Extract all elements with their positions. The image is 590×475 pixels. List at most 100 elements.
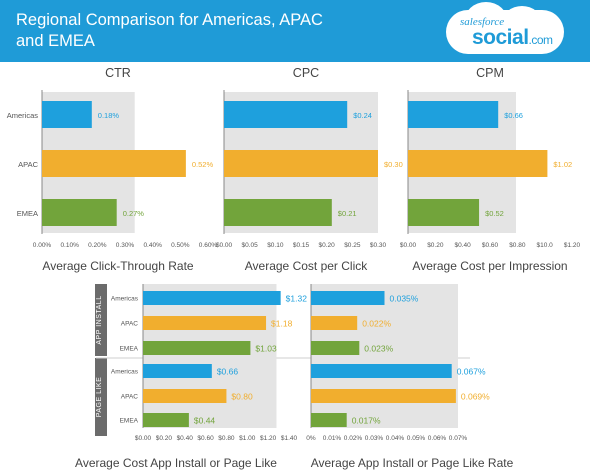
cpc-value-label: $0.24: [353, 111, 372, 120]
rate-tick-label: 0.03%: [365, 435, 384, 442]
ctr-bar-americas: [42, 101, 92, 128]
category-label-emea: EMEA: [120, 418, 139, 425]
logo-social-text: social.com: [472, 26, 553, 50]
rate-value-label: 0.067%: [457, 367, 486, 377]
ctr-title: CTR: [105, 66, 131, 80]
logo-suffix: .com: [528, 33, 554, 47]
category-label-americas: Americas: [111, 296, 139, 303]
rate-tick-label: 0.01%: [323, 435, 342, 442]
cpc-title: CPC: [293, 66, 319, 80]
cost-bar-page-like-americas: [143, 364, 212, 378]
cpc-axis-title: Average Cost per Click: [245, 259, 368, 273]
logo-social-word: social: [472, 26, 529, 49]
cpc-bar-americas: [224, 101, 348, 128]
rate-value-label: 0.023%: [364, 344, 393, 354]
cpm-tick-label: $0.20: [427, 242, 444, 249]
cpm-value-label: $0.66: [504, 111, 523, 120]
ctr-axis-title: Average Click-Through Rate: [42, 259, 194, 273]
rate-axis-title: Average App Install or Page Like Rate: [311, 456, 514, 470]
cpc-bar-emea: [224, 199, 332, 226]
rate-value-label: 0.035%: [390, 294, 419, 304]
cpc-bar-apac: [224, 150, 378, 177]
cost-bar-page-like-emea: [143, 413, 189, 427]
rate-tick-label: 0.06%: [428, 435, 447, 442]
ctr-tick-label: 0.20%: [88, 242, 107, 249]
cost-tick-label: $1.40: [281, 435, 298, 442]
cost-bar-app-install-emea: [143, 341, 251, 355]
rate-tick-label: 0.02%: [344, 435, 363, 442]
cpc-tick-label: $0.20: [319, 242, 336, 249]
category-label-americas: Americas: [7, 111, 39, 120]
side-label-app-install: APP INSTALL: [96, 295, 103, 344]
rate-tick-label: 0.05%: [407, 435, 426, 442]
cpc-value-label: $0.30: [384, 160, 403, 169]
category-label-apac: APAC: [121, 321, 139, 328]
cpm-axis-title: Average Cost per Impression: [412, 259, 567, 273]
cost-value-label: $1.18: [271, 319, 293, 329]
category-label-emea: EMEA: [120, 346, 139, 353]
cpm-title: CPM: [476, 66, 504, 80]
cpc-tick-label: $0.15: [293, 242, 310, 249]
logo-cloud-shape: [446, 2, 564, 54]
ctr-value-label: 0.52%: [192, 160, 214, 169]
cost-value-label: $1.32: [286, 294, 308, 304]
cost-bar-app-install-americas: [143, 291, 281, 305]
rate-tick-label: 0.07%: [449, 435, 468, 442]
cpm-bar-emea: [408, 199, 480, 226]
ctr-tick-label: 0.50%: [171, 242, 190, 249]
cost-tick-label: $0.40: [177, 435, 194, 442]
rate-bar-page-like-apac: [311, 389, 456, 403]
rate-bar-page-like-emea: [311, 413, 347, 427]
cpm-tick-label: $0.80: [509, 242, 526, 249]
rate-value-label: 0.017%: [352, 416, 381, 426]
cpm-tick-label: $0.60: [482, 242, 499, 249]
cost-bar-page-like-apac: [143, 389, 227, 403]
ctr-tick-label: 0.60%: [199, 242, 218, 249]
cpm-bar-apac: [408, 150, 548, 177]
cpm-tick-label: $10.0: [537, 242, 554, 249]
cost-plot-background: [143, 284, 277, 428]
logo-salesforce-text: salesforce: [460, 16, 505, 28]
cpm-tick-label: $0.40: [455, 242, 472, 249]
side-band-page-like: [95, 358, 107, 436]
rate-bar-app-install-americas: [311, 291, 385, 305]
side-label-page-like: PAGE LIKE: [96, 377, 103, 418]
ctr-value-label: 0.27%: [123, 209, 145, 218]
ctr-tick-label: 0.00%: [33, 242, 52, 249]
category-label-apac: APAC: [121, 394, 139, 401]
cost-value-label: $0.80: [231, 392, 253, 402]
cpc-tick-label: $0.00: [216, 242, 233, 249]
cost-tick-label: $0.60: [197, 435, 214, 442]
rate-plot-background: [311, 284, 458, 428]
ctr-tick-label: 0.30%: [116, 242, 135, 249]
cpm-value-label: $0.52: [485, 209, 504, 218]
cpc-value-label: $0.21: [338, 209, 357, 218]
cost-tick-label: $1.20: [260, 435, 277, 442]
cost-value-label: $0.66: [217, 367, 239, 377]
rate-tick-label: 0.04%: [386, 435, 405, 442]
cpc-tick-label: $0.25: [344, 242, 361, 249]
ctr-bar-emea: [42, 199, 117, 226]
cost-tick-label: $0.20: [156, 435, 173, 442]
cost-bar-app-install-apac: [143, 316, 267, 330]
ctr-value-label: 0.18%: [98, 111, 120, 120]
ctr-tick-label: 0.10%: [60, 242, 79, 249]
page-title: Regional Comparison for Americas, APAC a…: [16, 11, 323, 50]
rate-bar-app-install-emea: [311, 341, 360, 355]
cost-value-label: $0.44: [194, 416, 216, 426]
rate-bar-app-install-apac: [311, 316, 358, 330]
rate-value-label: 0.022%: [362, 319, 391, 329]
rate-value-label: 0.069%: [461, 392, 490, 402]
cost-value-label: $1.03: [255, 344, 277, 354]
category-label-apac: APAC: [18, 160, 38, 169]
ctr-tick-label: 0.40%: [143, 242, 162, 249]
cost-axis-title: Average Cost App Install or Page Like: [75, 456, 277, 470]
cpm-value-label: $1.02: [553, 160, 572, 169]
cpm-tick-label: $1.20: [564, 242, 581, 249]
category-label-emea: EMEA: [17, 209, 38, 218]
salesforce-social-logo: salesforce social.com: [446, 2, 576, 56]
cost-tick-label: $1.00: [239, 435, 256, 442]
cpc-tick-label: $0.30: [370, 242, 387, 249]
cost-tick-label: $0.00: [135, 435, 152, 442]
